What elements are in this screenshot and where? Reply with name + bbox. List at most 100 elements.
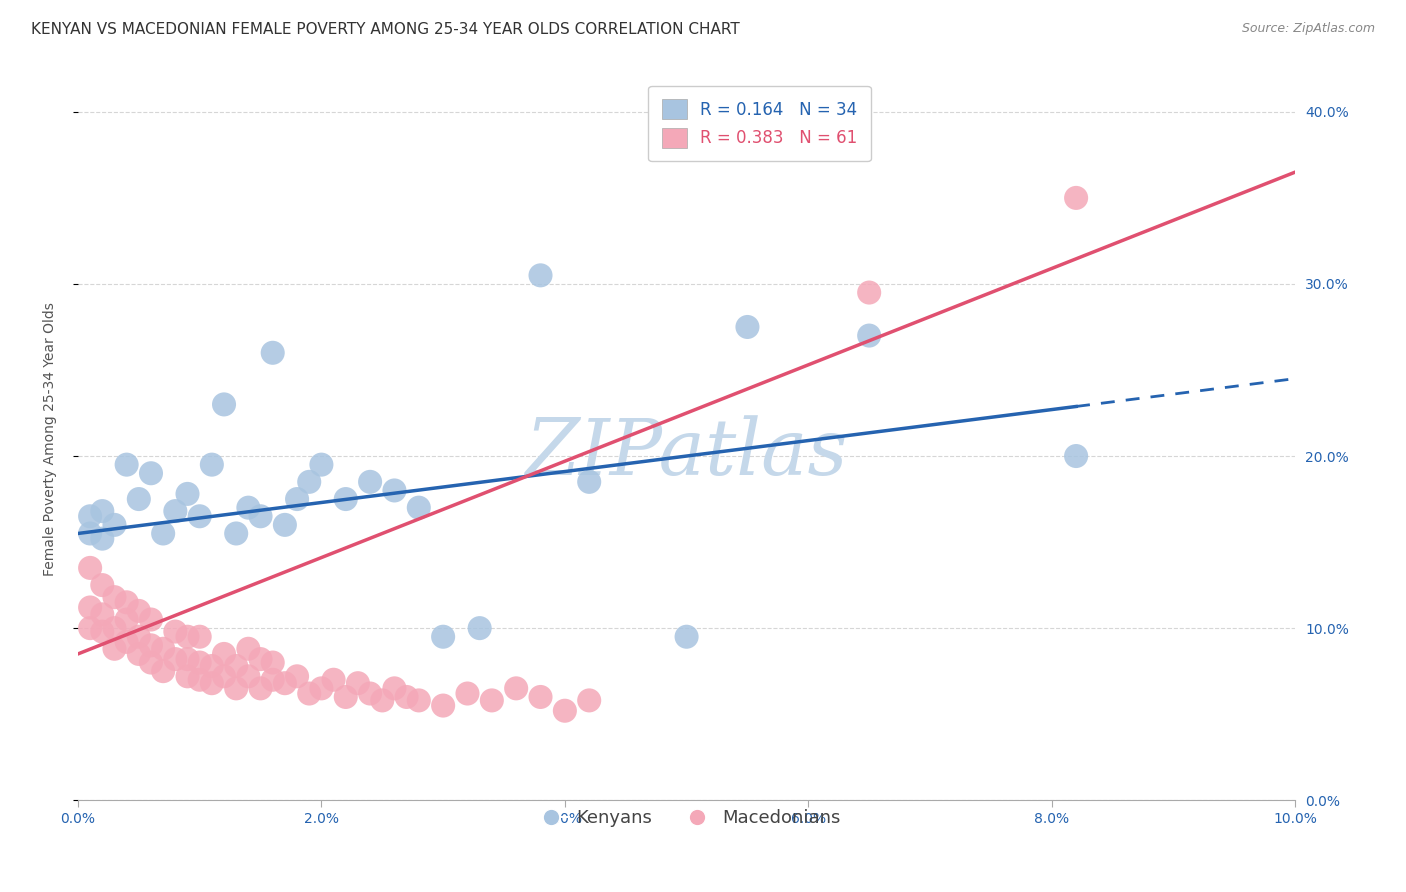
Point	[335, 690, 357, 704]
Point	[79, 600, 101, 615]
Point	[128, 491, 150, 506]
Point	[274, 676, 297, 690]
Point	[212, 647, 235, 661]
Point	[238, 500, 260, 515]
Point	[91, 624, 114, 639]
Point	[1064, 449, 1087, 463]
Point	[79, 509, 101, 524]
Point	[115, 595, 138, 609]
Text: ZIPatlas: ZIPatlas	[526, 415, 848, 491]
Point	[188, 656, 211, 670]
Point	[274, 517, 297, 532]
Point	[359, 475, 381, 489]
Point	[128, 604, 150, 618]
Point	[91, 532, 114, 546]
Point	[103, 641, 125, 656]
Point	[384, 681, 406, 696]
Point	[152, 664, 174, 678]
Point	[505, 681, 527, 696]
Point	[408, 500, 430, 515]
Legend: Kenyans, Macedonians: Kenyans, Macedonians	[526, 802, 848, 835]
Point	[395, 690, 418, 704]
Point	[578, 475, 600, 489]
Point	[188, 673, 211, 687]
Point	[139, 656, 162, 670]
Point	[359, 686, 381, 700]
Point	[225, 681, 247, 696]
Point	[249, 652, 271, 666]
Point	[103, 590, 125, 604]
Point	[139, 638, 162, 652]
Point	[456, 686, 478, 700]
Point	[152, 641, 174, 656]
Point	[115, 613, 138, 627]
Point	[152, 526, 174, 541]
Point	[481, 693, 503, 707]
Point	[165, 652, 187, 666]
Point	[176, 630, 198, 644]
Point	[322, 673, 344, 687]
Point	[554, 704, 576, 718]
Point	[347, 676, 370, 690]
Point	[371, 693, 394, 707]
Point	[249, 509, 271, 524]
Y-axis label: Female Poverty Among 25-34 Year Olds: Female Poverty Among 25-34 Year Olds	[44, 301, 58, 575]
Point	[468, 621, 491, 635]
Point	[91, 504, 114, 518]
Point	[262, 345, 284, 359]
Point	[115, 635, 138, 649]
Point	[262, 656, 284, 670]
Point	[79, 561, 101, 575]
Point	[335, 491, 357, 506]
Point	[128, 647, 150, 661]
Point	[432, 630, 454, 644]
Point	[128, 630, 150, 644]
Point	[578, 693, 600, 707]
Point	[165, 504, 187, 518]
Point	[432, 698, 454, 713]
Point	[139, 467, 162, 481]
Point	[298, 686, 321, 700]
Point	[139, 613, 162, 627]
Point	[176, 669, 198, 683]
Point	[285, 669, 308, 683]
Point	[285, 491, 308, 506]
Point	[238, 641, 260, 656]
Point	[249, 681, 271, 696]
Point	[225, 526, 247, 541]
Point	[212, 397, 235, 411]
Point	[79, 621, 101, 635]
Point	[225, 659, 247, 673]
Point	[858, 285, 880, 300]
Point	[176, 652, 198, 666]
Point	[298, 475, 321, 489]
Point	[201, 676, 224, 690]
Point	[201, 659, 224, 673]
Point	[238, 669, 260, 683]
Point	[311, 681, 333, 696]
Point	[675, 630, 697, 644]
Point	[91, 578, 114, 592]
Point	[384, 483, 406, 498]
Point	[165, 624, 187, 639]
Point	[79, 526, 101, 541]
Point	[212, 669, 235, 683]
Point	[529, 268, 551, 283]
Text: KENYAN VS MACEDONIAN FEMALE POVERTY AMONG 25-34 YEAR OLDS CORRELATION CHART: KENYAN VS MACEDONIAN FEMALE POVERTY AMON…	[31, 22, 740, 37]
Point	[858, 328, 880, 343]
Point	[737, 320, 759, 334]
Point	[201, 458, 224, 472]
Point	[188, 509, 211, 524]
Point	[103, 517, 125, 532]
Point	[188, 630, 211, 644]
Point	[91, 607, 114, 622]
Point	[529, 690, 551, 704]
Point	[103, 621, 125, 635]
Point	[311, 458, 333, 472]
Point	[176, 487, 198, 501]
Text: Source: ZipAtlas.com: Source: ZipAtlas.com	[1241, 22, 1375, 36]
Point	[115, 458, 138, 472]
Point	[408, 693, 430, 707]
Point	[262, 673, 284, 687]
Point	[1064, 191, 1087, 205]
